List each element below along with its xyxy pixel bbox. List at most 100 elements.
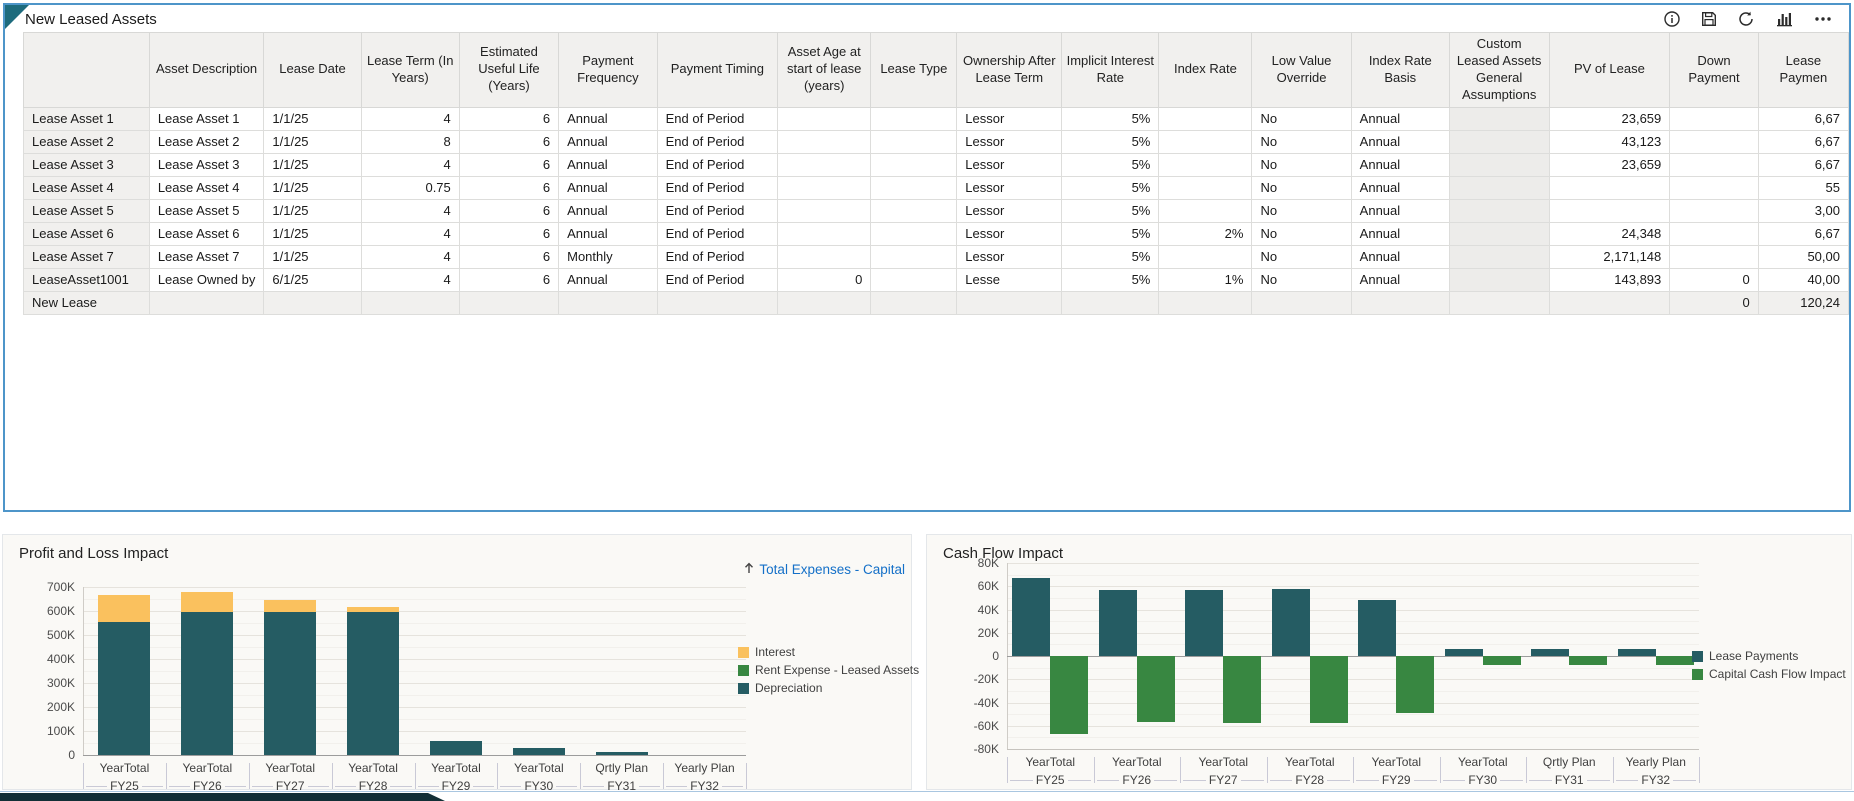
bar-segment[interactable] <box>1617 649 1656 656</box>
total-expenses-capital-link[interactable]: Total Expenses - Capital <box>744 562 905 577</box>
grid-cell[interactable]: No <box>1251 175 1352 200</box>
grid-cell[interactable]: Lessor <box>956 152 1063 177</box>
row-header[interactable]: LeaseAsset1001 <box>23 267 150 292</box>
grid-cell[interactable] <box>777 198 872 223</box>
grid-cell[interactable]: 5% <box>1061 198 1160 223</box>
grid-cell[interactable] <box>1448 221 1550 246</box>
grid-cell[interactable] <box>1448 198 1550 223</box>
grid-cell[interactable]: 6 <box>458 244 560 269</box>
grid-cell[interactable]: 8 <box>360 129 460 154</box>
grid-cell[interactable]: Lease Asset 3 <box>148 152 265 177</box>
grid-cell[interactable] <box>656 290 779 315</box>
bar-segment[interactable] <box>347 606 400 613</box>
bar-segment[interactable] <box>1271 588 1310 656</box>
grid-cell[interactable]: 143,893 <box>1548 267 1671 292</box>
grid-cell[interactable]: Annual <box>1350 106 1450 131</box>
grid-cell[interactable]: 6 <box>458 152 560 177</box>
grid-cell[interactable]: 1/1/25 <box>263 198 362 223</box>
grid-cell[interactable]: 6 <box>458 106 560 131</box>
grid-cell[interactable] <box>1669 198 1759 223</box>
grid-cell[interactable] <box>1448 129 1550 154</box>
bar-segment[interactable] <box>181 612 234 755</box>
grid-cell[interactable]: 6 <box>458 175 560 200</box>
grid-cell[interactable] <box>870 267 958 292</box>
grid-cell[interactable]: 0 <box>1669 267 1759 292</box>
grid-cell[interactable] <box>1669 244 1759 269</box>
grid-cell[interactable] <box>1448 244 1550 269</box>
grid-cell[interactable]: 4 <box>360 198 460 223</box>
grid-cell[interactable]: 5% <box>1061 175 1160 200</box>
grid-cell[interactable]: Annual <box>1350 175 1450 200</box>
legend-item[interactable]: Interest <box>738 645 919 659</box>
grid-cell[interactable]: No <box>1251 244 1352 269</box>
grid-cell[interactable]: Lease Asset 4 <box>148 175 265 200</box>
grid-cell[interactable] <box>777 290 872 315</box>
grid-cell[interactable]: Lessor <box>956 198 1063 223</box>
grid-cell[interactable]: Annual <box>558 221 658 246</box>
grid-cell[interactable] <box>1669 175 1759 200</box>
grid-cell[interactable] <box>1251 290 1352 315</box>
grid-cell[interactable]: Annual <box>558 175 658 200</box>
grid-cell[interactable] <box>148 290 265 315</box>
grid-cell[interactable]: 5% <box>1061 106 1160 131</box>
grid-cell[interactable]: Lesse <box>956 267 1063 292</box>
grid-cell[interactable]: 1/1/25 <box>263 175 362 200</box>
save-button[interactable] <box>1700 10 1718 28</box>
grid-cell[interactable]: Lease Asset 5 <box>148 198 265 223</box>
grid-cell[interactable]: 1/1/25 <box>263 221 362 246</box>
grid-cell[interactable] <box>1158 198 1253 223</box>
grid-cell[interactable]: Annual <box>1350 221 1450 246</box>
grid-cell[interactable]: 6,67 <box>1757 221 1849 246</box>
bar-segment[interactable] <box>1309 656 1348 724</box>
grid-cell[interactable] <box>1669 152 1759 177</box>
grid-cell[interactable]: Lessor <box>956 129 1063 154</box>
bar-segment[interactable] <box>1136 656 1175 723</box>
grid-cell[interactable]: 4 <box>360 152 460 177</box>
grid-cell[interactable]: Annual <box>558 129 658 154</box>
grid-cell[interactable]: End of Period <box>656 198 779 223</box>
grid-cell[interactable]: No <box>1251 198 1352 223</box>
grid-cell[interactable]: 2,171,148 <box>1548 244 1671 269</box>
chart-button[interactable] <box>1775 10 1794 28</box>
grid-cell[interactable] <box>777 221 872 246</box>
grid-cell[interactable] <box>1669 221 1759 246</box>
grid-cell[interactable]: 120,24 <box>1757 290 1849 315</box>
grid-cell[interactable] <box>558 290 658 315</box>
grid-cell[interactable] <box>777 152 872 177</box>
grid-cell[interactable] <box>1448 267 1550 292</box>
bar-segment[interactable] <box>264 599 317 613</box>
bar-segment[interactable] <box>1050 656 1089 734</box>
grid-cell[interactable]: 0.75 <box>360 175 460 200</box>
grid-cell[interactable]: End of Period <box>656 244 779 269</box>
more-button[interactable] <box>1813 10 1833 28</box>
grid-cell[interactable]: 5% <box>1061 267 1160 292</box>
grid-cell[interactable] <box>870 221 958 246</box>
grid-cell[interactable]: Lessor <box>956 175 1063 200</box>
grid-cell[interactable]: 4 <box>360 267 460 292</box>
grid-cell[interactable]: 1/1/25 <box>263 244 362 269</box>
grid-cell[interactable]: Monthly <box>558 244 658 269</box>
row-header[interactable]: Lease Asset 6 <box>23 221 150 246</box>
grid-cell[interactable]: 1/1/25 <box>263 152 362 177</box>
bar-segment[interactable] <box>1396 656 1435 713</box>
grid-cell[interactable]: Annual <box>558 198 658 223</box>
grid-cell[interactable]: Lessor <box>956 106 1063 131</box>
grid-cell[interactable]: End of Period <box>656 175 779 200</box>
row-header[interactable]: Lease Asset 5 <box>23 198 150 223</box>
bar-segment[interactable] <box>1185 589 1224 656</box>
grid-cell[interactable]: Lease Owned by <box>148 267 265 292</box>
grid-cell[interactable]: Lease Asset 1 <box>148 106 265 131</box>
grid-cell[interactable] <box>1158 175 1253 200</box>
grid-cell[interactable]: Annual <box>558 267 658 292</box>
grid-cell[interactable]: 6 <box>458 267 560 292</box>
grid-cell[interactable] <box>263 290 362 315</box>
bar-segment[interactable] <box>1223 656 1262 724</box>
grid-cell[interactable]: Lessor <box>956 221 1063 246</box>
grid-cell[interactable]: No <box>1251 152 1352 177</box>
bar-segment[interactable] <box>181 591 234 613</box>
bar-segment[interactable] <box>1012 578 1051 656</box>
bar-segment[interactable] <box>347 612 400 755</box>
grid-cell[interactable]: End of Period <box>656 267 779 292</box>
grid-cell[interactable]: No <box>1251 129 1352 154</box>
grid-cell[interactable]: 5% <box>1061 221 1160 246</box>
